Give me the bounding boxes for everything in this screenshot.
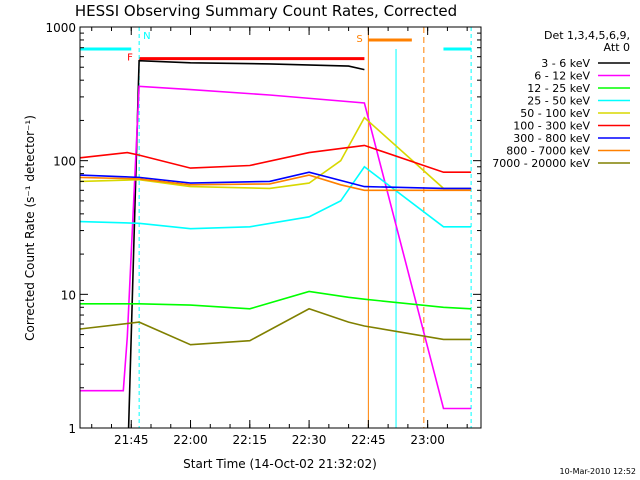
x-axis-label: Start Time (14-Oct-02 21:32:02) [183,457,377,471]
series-line-2 [80,290,472,310]
legend-label: 25 - 50 keV [527,95,590,108]
y-tick-label: 10 [61,288,76,302]
series-line-0 [127,59,365,429]
x-tick-label: 22:45 [351,433,386,447]
series-line-4 [79,116,472,190]
plot-area: FN S [79,27,472,429]
legend-label: 100 - 300 keV [513,120,590,133]
y-tick-label: 1000 [45,21,76,35]
legend-label: 50 - 100 keV [520,107,590,120]
legend-title-line: Det 1,3,4,5,6,9, [544,29,630,42]
series-line-8 [79,307,472,346]
y-tick-label: 1 [68,422,76,436]
axes: 1 10 100 1000 21:45 22:00 22:15 22:30 22:45 23:00 [45,21,482,447]
footer-timestamp: 10-Mar-2010 12:52 [560,467,637,476]
series-line-5 [79,144,472,173]
y-axis-label: Corrected Count Rate (s⁻¹ detector⁻¹) [23,115,37,341]
plot-frame [79,26,482,429]
y-tick-label: 100 [53,155,76,169]
flare-marker-label: F [127,53,133,64]
x-tick-label: 22:30 [292,433,327,447]
series-line-3 [79,165,472,230]
x-tick-label: 22:00 [173,433,208,447]
legend-label: 7000 - 20000 keV [492,157,590,170]
legend-title-line: Att 0 [604,41,630,54]
x-tick-label: 23:00 [410,433,445,447]
series-line-6 [79,171,472,190]
series-line-7 [79,174,472,192]
x-tick-label: 22:15 [233,433,268,447]
series-line-1 [80,85,472,410]
y-axis-label-text: Corrected Count Rate (s⁻¹ detector⁻¹) [23,115,37,341]
legend-label: 800 - 7000 keV [506,145,590,158]
legend-label: 12 - 25 keV [527,82,590,95]
saa-marker-label: S [356,34,362,45]
legend-label: 6 - 12 keV [534,70,590,83]
night-marker-label: N [143,31,150,42]
legend-label: 300 - 800 keV [513,132,590,145]
x-tick-label: 21:45 [114,433,149,447]
chart-title: HESSI Observing Summary Count Rates, Cor… [75,2,457,20]
legend-label: 3 - 6 keV [541,57,590,70]
